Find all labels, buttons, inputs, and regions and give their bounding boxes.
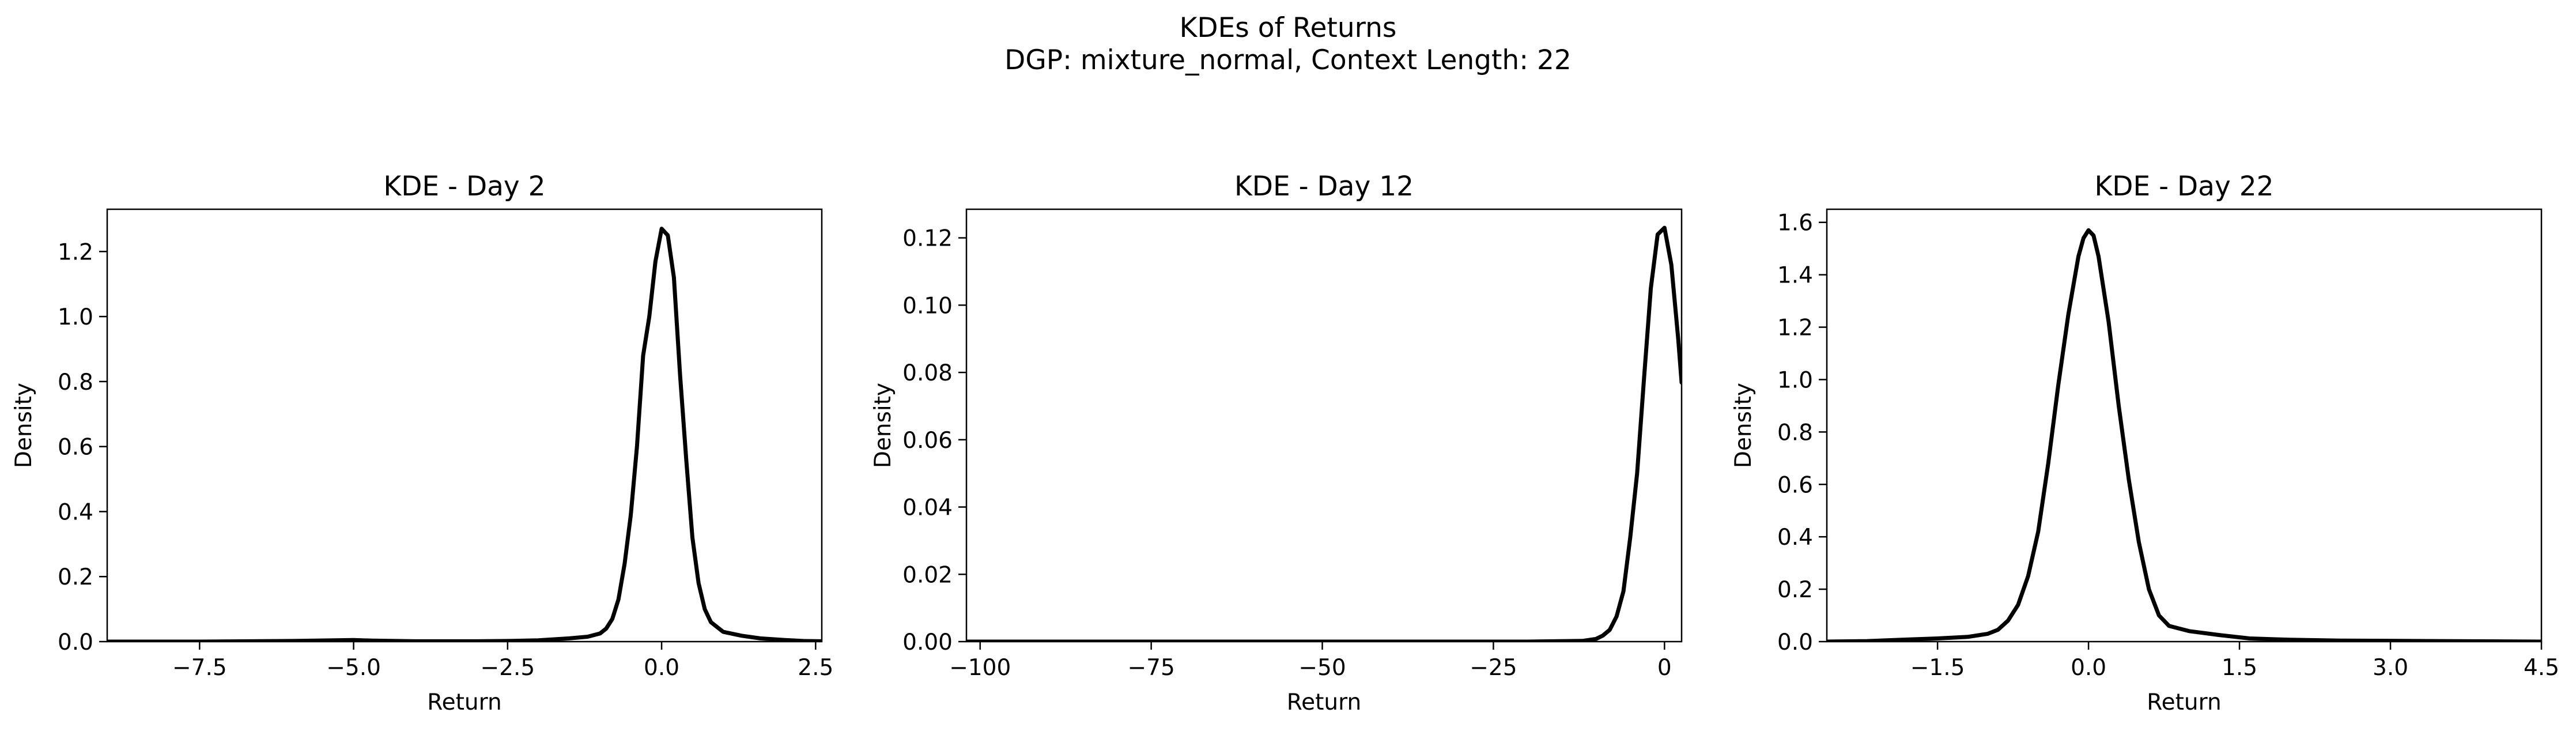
y-tick-label: 0.10	[902, 293, 953, 319]
y-tick-label: 0.04	[902, 495, 953, 521]
y-tick-label: 0.08	[902, 360, 953, 386]
y-tick-label: 1.6	[1777, 210, 1813, 236]
y-axis-label: Density	[11, 383, 37, 468]
x-tick-label: 4.5	[2524, 655, 2559, 681]
subplot-1: −7.5 −5.0 −2.5 0.0 2.5 0.0 0.2 0.4 0.6 0.8 1.0 1.2 K…	[11, 171, 833, 715]
subplot-title: KDE - Day 22	[2094, 171, 2273, 202]
y-tick-label: 0.4	[1777, 525, 1813, 551]
kde-line-2	[966, 225, 1682, 642]
y-tick-label: 0.06	[902, 428, 953, 454]
y-tick-label: 0.2	[58, 564, 93, 590]
x-axis-label: Return	[1287, 689, 1361, 715]
axes-frame	[106, 208, 823, 643]
figure-title: KDEs of Returns	[1179, 12, 1397, 44]
x-tick-label: −5.0	[326, 655, 381, 681]
figure-subtitle: DGP: mixture_normal, Context Length: 22	[1004, 44, 1572, 76]
kde-line-3	[1827, 228, 2541, 642]
x-tick-label: 3.0	[2373, 655, 2408, 681]
x-axis-label: Return	[2147, 689, 2221, 715]
y-tick-label: 0.8	[1777, 420, 1813, 446]
axes-frame	[965, 208, 1683, 643]
y-axis-label: Density	[870, 383, 896, 468]
y-tick-label: 1.2	[58, 239, 93, 265]
x-tick-label: −1.5	[1910, 655, 1965, 681]
subplot-title: KDE - Day 12	[1234, 171, 1414, 202]
y-tick-label: 0.6	[58, 435, 93, 461]
x-tick-label: −2.5	[480, 655, 535, 681]
x-tick-label: −75	[1127, 655, 1174, 681]
y-tick-label: 0.6	[1777, 472, 1813, 498]
y-tick-label: 0.8	[58, 370, 93, 395]
x-tick-label: 0	[1657, 655, 1672, 681]
y-tick-label: 1.4	[1777, 263, 1813, 289]
y-tick-label: 0.4	[58, 499, 93, 525]
y-tick-label: 0.0	[58, 630, 93, 655]
x-axis-label: Return	[427, 689, 501, 715]
y-tick-label: 0.2	[1777, 577, 1813, 603]
y-tick-label: 1.0	[1777, 367, 1813, 393]
x-tick-label: 0.0	[2071, 655, 2106, 681]
x-tick-label: −100	[949, 655, 1011, 681]
y-tick-label: 1.0	[58, 304, 93, 330]
y-axis-label: Density	[1731, 383, 1757, 468]
y-tick-label: 0.02	[902, 562, 953, 588]
subplot-title: KDE - Day 2	[383, 171, 545, 202]
y-tick-label: 1.2	[1777, 315, 1813, 341]
y-tick-label: 0.12	[902, 226, 953, 252]
x-tick-label: −7.5	[172, 655, 227, 681]
axes-frame	[1826, 208, 2543, 643]
y-tick-label: 0.0	[1777, 630, 1813, 655]
subplot-3: −1.5 0.0 1.5 3.0 4.5 0.0 0.2 0.4 0.6 0.8 1.0 1.2 1.4…	[1731, 171, 2559, 715]
x-tick-label: 0.0	[644, 655, 679, 681]
kde-line-1	[107, 227, 822, 642]
subplot-2: −100 −75 −50 −25 0 0.00 0.02 0.04 0.06 0.08 0.10 0.…	[870, 171, 1683, 715]
x-tick-label: 2.5	[798, 655, 833, 681]
x-tick-label: −50	[1298, 655, 1346, 681]
x-tick-label: 1.5	[2222, 655, 2257, 681]
x-tick-label: −25	[1470, 655, 1517, 681]
y-tick-label: 0.00	[902, 630, 953, 655]
